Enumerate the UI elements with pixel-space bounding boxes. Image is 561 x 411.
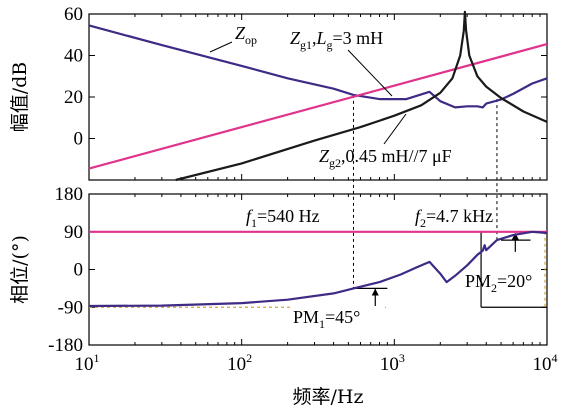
- xtick-label: 104: [533, 351, 558, 375]
- curve-labels: Zop Zg1,Lg=3 mH Zg2,0.45 mH//7 μF f1=540 Hz…: [209, 23, 532, 331]
- ph-ytick-label: -90: [58, 297, 83, 318]
- x-axis-title: 频率/Hz: [293, 386, 364, 408]
- magnitude-y-axis-title: 幅值/dB: [9, 62, 31, 133]
- xtick-label: 102: [227, 351, 252, 375]
- pm1-label-bg: [290, 306, 385, 328]
- xtick-label: 101: [75, 351, 100, 375]
- mag-ytick-label: 60: [64, 4, 83, 25]
- phase-y-axis-title: 相位/(°): [9, 235, 31, 304]
- f2-label: f2=4.7 kHz: [415, 206, 493, 230]
- ph-ytick-label: 90: [64, 222, 83, 243]
- zg1-magnitude-line: [88, 43, 548, 170]
- mag-ytick-label: 20: [64, 87, 83, 108]
- zg2-leader: [383, 113, 407, 145]
- zop-magnitude-line: [88, 24, 548, 109]
- f1-label: f1=540 Hz: [246, 206, 320, 230]
- mag-ytick-label: 0: [74, 129, 84, 150]
- pm1-label: PM1=45°: [293, 307, 360, 331]
- pm2-label: PM2=20°: [465, 271, 532, 295]
- ph-ytick-label: 180: [55, 184, 84, 205]
- magnitude-series: [88, 10, 548, 182]
- magnitude-axis-ticks: 60 40 20 0: [64, 4, 547, 180]
- zg1-leader: [347, 49, 393, 97]
- zop-phase-line: [88, 230, 548, 308]
- ph-ytick-label: -180: [48, 335, 83, 356]
- zop-label: Zop: [235, 23, 257, 47]
- mag-ytick-label: 40: [64, 46, 83, 67]
- zg2-magnitude-line: [175, 10, 548, 182]
- zg2-label: Zg2,0.45 mH//7 μF: [319, 146, 452, 170]
- ph-ytick-label: 0: [74, 260, 84, 281]
- xtick-label: 103: [380, 351, 405, 375]
- zop-leader: [209, 41, 233, 53]
- zg1-label: Zg1,Lg=3 mH: [290, 28, 383, 52]
- phase-series: [88, 230, 548, 308]
